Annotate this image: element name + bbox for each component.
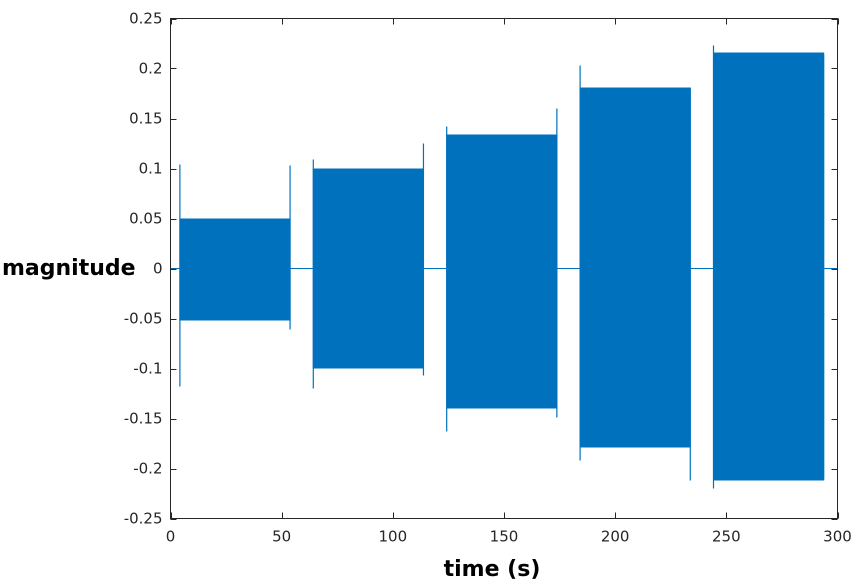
x-tick-label: 0 [166,528,176,546]
signal-burst-2 [312,143,425,389]
x-axis-title: time (s) [444,557,541,582]
burst-envelope [312,168,424,369]
signal-burst-3 [446,108,558,432]
y-tick-label: 0.1 [139,160,163,178]
y-tick-label: -0.2 [133,460,162,478]
y-tick-label: -0.1 [133,360,162,378]
axes-frame [170,18,838,519]
y-tick-label: 0.05 [129,210,162,228]
y-tick-label: 0.2 [139,60,163,78]
y-tick-label: 0.15 [129,110,162,128]
y-tick-label: -0.05 [124,310,163,328]
burst-envelope [579,87,691,448]
x-tick-label: 100 [379,528,408,546]
x-tick-label: 150 [490,528,519,546]
tick-labels: 0 50 100 150 200 250 3000.250.20.150.10.050-0.… [124,10,852,546]
plot-area [170,45,838,489]
y-axis-title: magnitude [2,256,136,281]
x-tick-label: 200 [601,528,630,546]
axis-ticks [170,18,839,520]
x-tick-label: 250 [712,528,741,546]
y-tick-label: -0.25 [124,510,163,528]
x-tick-label: 50 [272,528,291,546]
signal-burst-4 [579,65,691,481]
burst-envelope [179,218,291,321]
y-tick-label: -0.15 [124,410,163,428]
burst-envelope [446,134,558,409]
burst-envelope [712,52,825,481]
x-tick-label: 300 [823,528,852,546]
y-tick-label: 0 [153,260,163,278]
signal-burst-5 [712,45,825,489]
signal-burst-1 [179,164,291,387]
y-tick-label: 0.25 [129,10,162,28]
